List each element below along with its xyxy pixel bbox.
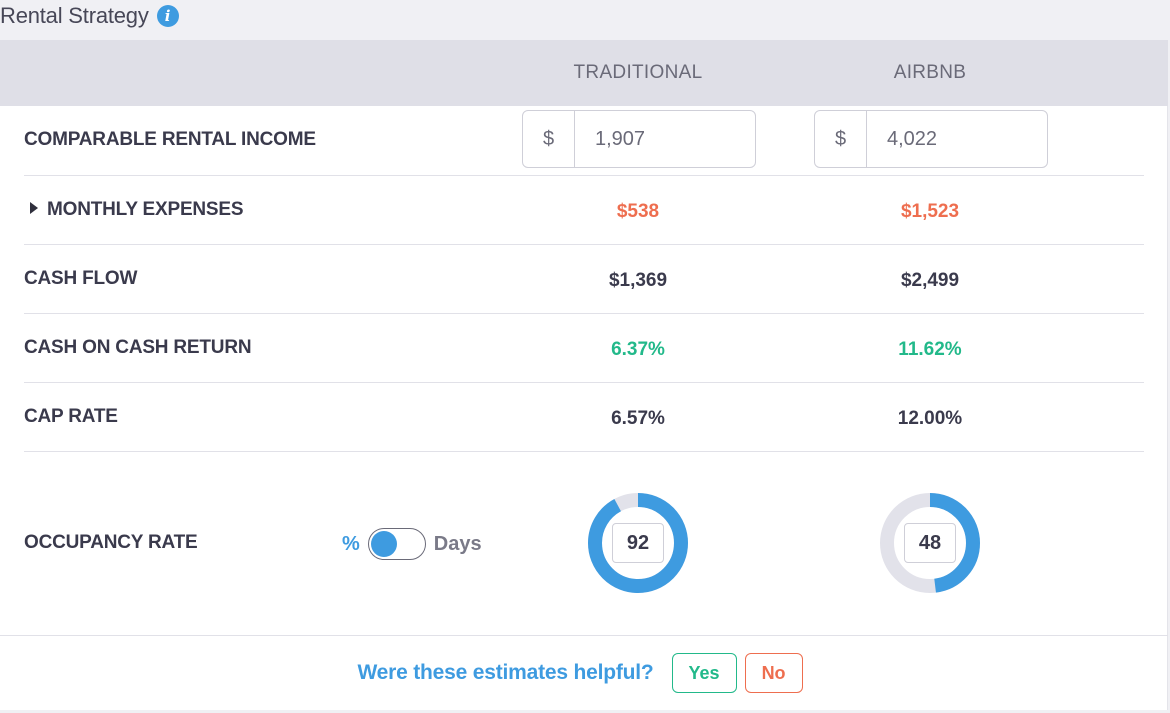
toggle-percent-label[interactable]: % (342, 532, 360, 555)
row-rental-income: COMPARABLE RENTAL INCOME $ 1,907 $ 4,022 (24, 106, 1144, 176)
toggle-days-label[interactable]: Days (433, 532, 482, 555)
airbnb-cap-rate: 12.00% (897, 408, 963, 429)
row-label-cash-on-cash-return: CASH ON CASH RETURN (24, 337, 252, 358)
row-monthly-expenses[interactable]: MONTHLY EXPENSES $538 $1,523 (24, 176, 1144, 245)
info-icon[interactable]: i (156, 5, 179, 27)
currency-prefix: $ (815, 111, 867, 167)
traditional-occupancy-donut: 92 (588, 493, 688, 593)
traditional-occupancy-input[interactable]: 92 (612, 523, 664, 563)
row-cash-flow: CASH FLOW $1,369 $2,499 (24, 245, 1144, 314)
occupancy-unit-toggle[interactable]: % Days (342, 528, 482, 560)
traditional-expenses: $538 (616, 201, 660, 222)
donut-chart (880, 493, 980, 593)
page-title: Rental Strategy (0, 3, 149, 28)
airbnb-coc-return: 11.62% (898, 339, 962, 360)
airbnb-cash-flow: $2,499 (900, 270, 960, 291)
expand-monthly-expenses[interactable]: MONTHLY EXPENSES (24, 199, 244, 221)
row-label-cash-flow: CASH FLOW (24, 268, 138, 289)
row-label-monthly-expenses: MONTHLY EXPENSES (47, 199, 244, 220)
airbnb-occupancy-donut: 48 (880, 493, 980, 593)
donut-fill (880, 493, 980, 593)
row-label-rental-income: COMPARABLE RENTAL INCOME (24, 129, 316, 150)
row-occupancy-rate: OCCUPANCY RATE % Days 92 48 (24, 452, 1144, 635)
traditional-income-value[interactable]: 1,907 (595, 127, 646, 150)
column-header-airbnb: AIRBNB (893, 62, 967, 83)
traditional-income-input[interactable]: $ 1,907 (522, 110, 756, 168)
donut-chart (588, 493, 688, 593)
row-cash-on-cash-return: CASH ON CASH RETURN 6.37% 11.62% (24, 314, 1144, 383)
toggle-knob[interactable] (370, 531, 397, 557)
airbnb-income-value[interactable]: 4,022 (887, 127, 938, 150)
airbnb-income-input[interactable]: $ 4,022 (814, 110, 1048, 168)
column-header-traditional: TRADITIONAL (573, 62, 703, 83)
feedback-bar: Were these estimates helpful? Yes No (0, 635, 1168, 710)
airbnb-occupancy-input[interactable]: 48 (904, 523, 956, 563)
rental-strategy-card: TRADITIONAL AIRBNB COMPARABLE RENTAL INC… (0, 40, 1168, 710)
traditional-cap-rate: 6.57% (611, 408, 665, 429)
feedback-yes-button[interactable]: Yes (671, 653, 737, 693)
row-label-cap-rate: CAP RATE (24, 406, 118, 427)
feedback-no-button[interactable]: No (744, 653, 803, 693)
title-bar: Rental Strategy i (0, 0, 1170, 40)
caret-right-icon (30, 202, 38, 214)
row-cap-rate: CAP RATE 6.57% 12.00% (24, 383, 1144, 452)
feedback-question: Were these estimates helpful? (357, 661, 654, 684)
traditional-cash-flow: $1,369 (608, 270, 668, 291)
currency-prefix: $ (523, 111, 575, 167)
donut-fill (588, 493, 688, 593)
row-label-occupancy-rate: OCCUPANCY RATE (24, 532, 198, 553)
airbnb-expenses: $1,523 (900, 201, 960, 222)
table-header: TRADITIONAL AIRBNB (0, 40, 1168, 106)
traditional-coc-return: 6.37% (611, 339, 665, 360)
toggle-switch[interactable] (367, 528, 426, 560)
